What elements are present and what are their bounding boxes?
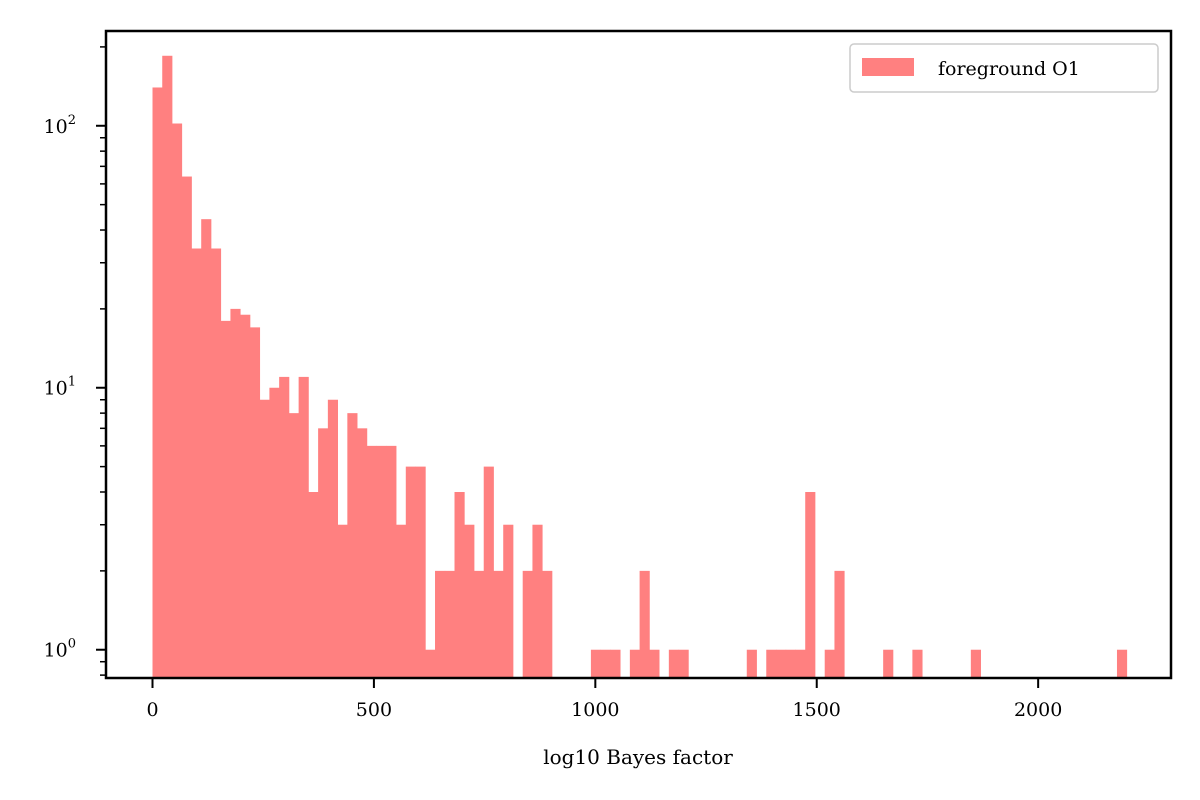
histogram-bar bbox=[259, 399, 270, 678]
histogram-bar bbox=[590, 649, 602, 678]
legend-box bbox=[849, 43, 1159, 93]
histogram-bar bbox=[532, 524, 543, 678]
histogram-bar bbox=[337, 524, 348, 678]
histogram-bar bbox=[542, 570, 553, 678]
histogram-bar bbox=[970, 649, 981, 678]
plot-frame bbox=[104, 29, 1173, 680]
histogram-bar bbox=[629, 649, 640, 678]
histogram-bar bbox=[454, 492, 465, 678]
histogram-bar bbox=[522, 570, 533, 678]
histogram-bar bbox=[766, 649, 777, 678]
histogram-bar bbox=[405, 466, 416, 678]
histogram-bar bbox=[883, 649, 894, 678]
x-tick-label: 0 bbox=[146, 699, 158, 721]
histogram-bar bbox=[366, 445, 377, 678]
histogram-bar bbox=[425, 649, 436, 678]
histogram-bar bbox=[279, 376, 290, 678]
y-tick-label: 101 bbox=[44, 375, 76, 400]
histogram-bar bbox=[220, 320, 231, 678]
x-tick-label: 2000 bbox=[1014, 699, 1062, 721]
histogram-bar bbox=[308, 492, 319, 678]
histogram-bar bbox=[162, 55, 173, 678]
legend-label: foreground O1 bbox=[938, 58, 1080, 80]
histogram-bar bbox=[249, 327, 261, 678]
histogram-bar bbox=[415, 466, 426, 678]
histogram-bar bbox=[298, 376, 309, 678]
histogram-bar bbox=[191, 248, 202, 678]
histogram-bars bbox=[152, 55, 1128, 679]
histogram-bar bbox=[649, 649, 660, 678]
histogram-bar bbox=[327, 399, 338, 678]
histogram-bar bbox=[464, 524, 475, 678]
histogram-bar bbox=[805, 492, 816, 678]
histogram-bar bbox=[269, 387, 280, 678]
histogram-bar bbox=[181, 176, 192, 679]
x-axis-title: log10 Bayes factor bbox=[543, 745, 733, 769]
legend-swatch bbox=[862, 58, 914, 76]
histogram-bar bbox=[357, 428, 368, 678]
histogram-bar bbox=[435, 570, 446, 678]
histogram-bar bbox=[210, 248, 222, 678]
histogram-bar bbox=[795, 649, 806, 678]
histogram-bar bbox=[240, 314, 251, 678]
histogram-bar bbox=[396, 524, 407, 678]
histogram-bar bbox=[610, 649, 621, 678]
histogram-bar bbox=[785, 649, 796, 678]
histogram-bar bbox=[386, 445, 397, 678]
histogram-bar bbox=[152, 87, 163, 679]
legend: foreground O1 bbox=[849, 43, 1159, 93]
histogram-bar bbox=[473, 570, 485, 678]
histogram-bar bbox=[376, 445, 387, 678]
histogram-bar bbox=[347, 413, 358, 678]
histogram-bar bbox=[668, 649, 679, 678]
histogram-bar bbox=[776, 649, 787, 678]
histogram-bar bbox=[503, 524, 514, 678]
histogram-bar bbox=[834, 570, 845, 678]
histogram-bar bbox=[318, 428, 329, 678]
y-tick-label: 102 bbox=[44, 113, 76, 138]
histogram-bar bbox=[1116, 649, 1128, 678]
x-axis-ticks: 0 500 1000 1500 2000 bbox=[146, 678, 1062, 721]
histogram-bar bbox=[746, 649, 757, 678]
histogram-bar bbox=[824, 649, 835, 678]
histogram-bar bbox=[639, 570, 650, 678]
x-tick-label: 1000 bbox=[571, 699, 619, 721]
histogram-bar bbox=[493, 570, 504, 678]
histogram-bar bbox=[600, 649, 611, 678]
histogram-bar bbox=[171, 123, 183, 678]
y-tick-label: 100 bbox=[44, 637, 76, 662]
y-axis-ticks: 100 101 102 bbox=[44, 46, 106, 676]
histogram-bar bbox=[288, 413, 300, 678]
x-tick-label: 500 bbox=[356, 699, 392, 721]
histogram-bar bbox=[444, 570, 455, 678]
histogram-bar bbox=[678, 649, 689, 678]
histogram-bar bbox=[201, 219, 212, 678]
x-tick-label: 1500 bbox=[793, 699, 841, 721]
histogram-bar bbox=[483, 466, 494, 678]
histogram-bar bbox=[230, 308, 241, 678]
histogram-bar bbox=[912, 649, 923, 678]
